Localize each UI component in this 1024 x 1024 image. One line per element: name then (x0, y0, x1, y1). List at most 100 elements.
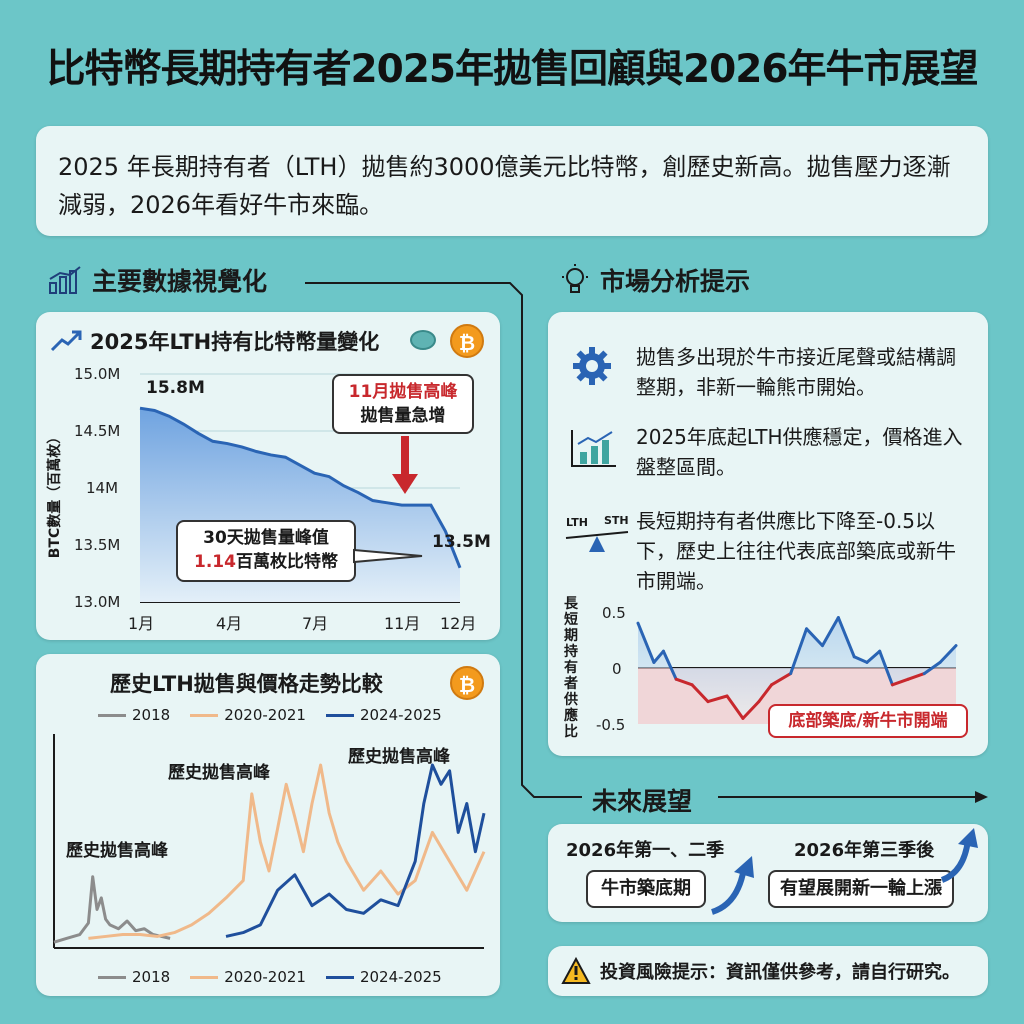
callout-30d-value: 1.14 (194, 552, 236, 572)
ratio-line-segment (906, 672, 926, 681)
ratio-line-segment (836, 616, 856, 659)
bar-chart-icon (49, 266, 81, 294)
ratio-line-segment (789, 627, 809, 676)
chart1-ytick: 13.5M (74, 536, 121, 554)
ratio-area (638, 617, 956, 719)
chart1-line (139, 406, 462, 569)
ratio-line-segment (741, 700, 761, 720)
ratio-line-segment (636, 621, 656, 664)
ratio-ytick: -0.5 (596, 716, 626, 734)
chart2-series-line-2024-2025 (225, 763, 486, 938)
legend-swatch (325, 975, 354, 979)
down-arrow-icon (392, 436, 418, 494)
legend-swatch (98, 713, 126, 717)
callout-30d-peak: 30天拋售量峰值 1.14百萬枚比特幣 (176, 520, 356, 582)
callout-30d-line1: 30天拋售量峰值 (203, 528, 329, 548)
legend-item: 2020-2021 (190, 968, 306, 986)
callout-pointer (353, 548, 423, 564)
chart1-title: 2025年LTH持有比特幣量變化 (90, 330, 380, 354)
ratio-line-segment (922, 660, 942, 676)
page-title: 比特幣長期持有者2025年拋售回顧與2026年牛市展望 (46, 47, 978, 92)
chart1-end-label: 13.5M (432, 532, 491, 552)
chart2-plot (53, 734, 486, 949)
chart1-ylabel: BTC數量（百萬枚） (47, 429, 63, 559)
legend-label: 2020-2021 (224, 968, 306, 986)
section-market-tips: 市場分析提示 (560, 262, 750, 298)
ratio-line-segment (805, 627, 824, 648)
chart1-xtick: 11月 (384, 614, 421, 633)
ratio-line-segment (938, 644, 958, 664)
legend-swatch (190, 713, 219, 717)
section-data-visual: 主要數據視覺化 (48, 262, 267, 298)
scale-icon: LTH STH (564, 514, 630, 558)
chart2-title: 歷史LTH拋售與價格走勢比較 (110, 672, 383, 696)
legend-swatch (325, 713, 354, 717)
ratio-line-segment (661, 649, 678, 681)
ratio-line-segment (820, 616, 840, 648)
ratio-ytick: 0.5 (602, 604, 626, 622)
legend-swatch (190, 975, 219, 979)
intro-summary: 2025 年長期持有者（LTH）拋售約3000億美元比特幣，創歷史新高。拋售壓力… (36, 126, 988, 236)
section-market-tips-label: 市場分析提示 (600, 267, 751, 296)
chart2-legend-bottom: 2018 2020-2021 2024-2025 (98, 968, 442, 986)
chart2-annotation-2025: 歷史拋售高峰 (348, 747, 450, 767)
legend-label: 2024-2025 (359, 968, 442, 986)
callout-nov-peak: 11月拋售高峰 拋售量急增 (332, 374, 474, 434)
ratio-line-segment (878, 649, 894, 687)
chart2-annotation-2018: 歷史拋售高峰 (66, 841, 168, 861)
chart1-ytick: 13.0M (74, 593, 121, 611)
tip-2: 2025年底起LTH供應穩定，價格進入盤整區間。 (636, 425, 963, 479)
outlook-panel: 2026年第一、二季 牛市築底期 2026年第三季後 有望展開新一輪上漲 (548, 824, 988, 922)
legend-item: 2018 (98, 706, 170, 724)
rising-arrow-icon (940, 828, 978, 883)
ratio-line-segment (890, 677, 910, 687)
ratio-line-segment (770, 672, 793, 687)
sth-label: STH (604, 514, 629, 527)
legend-label: 2020-2021 (224, 706, 306, 724)
bitcoin-icon: ₿ (450, 666, 484, 700)
legend-item: 2024-2025 (325, 706, 442, 724)
callout-nov-line1: 11月拋售高峰 (348, 382, 458, 402)
chart1-xtick: 1月 (128, 614, 155, 633)
ratio-line-segment (865, 649, 882, 664)
section-outlook-label: 未來展望 (592, 787, 693, 816)
ratio-line-segment (674, 677, 694, 687)
ratio-line-segment (852, 655, 869, 664)
lth-holdings-chart-panel: 2025年LTH持有比特幣量變化 ₿ BTC數量（百萬枚） 15.0M 14.5… (36, 312, 500, 640)
risk-notice-text: 投資風險提示：資訊僅供參考，請自行研究。 (600, 962, 960, 983)
phase1-label: 牛市築底期 (586, 870, 706, 908)
chart2-series-line-2020-2021 (88, 763, 486, 940)
legend-item: 2024-2025 (325, 968, 442, 986)
chart1-ytick: 15.0M (74, 365, 121, 383)
legend-item: 2020-2021 (190, 706, 306, 724)
legend-swatch (98, 975, 126, 979)
legend-label: 2018 (132, 706, 171, 724)
legend-item: 2018 (98, 968, 170, 986)
rising-arrow-icon (710, 856, 754, 915)
ratio-chart-ylabel: 長短期持有者供應比 (564, 596, 578, 740)
trend-up-icon (50, 330, 82, 352)
chart1-ytick: 14.5M (74, 422, 121, 440)
section-outlook: 未來展望 (592, 782, 692, 818)
ratio-line-segment (690, 683, 710, 704)
chart1-start-label: 15.8M (146, 378, 205, 398)
tip-3: 長短期持有者供應比下降至-0.5以下，歷史上往往代表底部築底或新牛市開端。 (636, 509, 956, 593)
gear-icon (573, 347, 611, 385)
chart1-ytick: 14M (86, 479, 119, 497)
coin-stack-icon (410, 330, 436, 350)
chart1-xtick: 7月 (302, 614, 329, 633)
chart2-legend-top: 2018 2020-2021 2024-2025 (98, 706, 442, 724)
ratio-line-segment (652, 649, 665, 664)
lightbulb-icon (562, 264, 588, 293)
history-comparison-chart-panel: 歷史LTH拋售與價格走勢比較 ₿ 2018 2020-2021 2024-2025 … (36, 654, 500, 996)
market-analysis-panel: 拋售多出現於牛市接近尾聲或結構調整期，非新一輪熊市開始。 2025年底起LTH供… (548, 312, 988, 756)
ratio-line-segment (706, 694, 729, 704)
ratio-line-segment (725, 694, 745, 720)
phase1-title: 2026年第一、二季 (566, 840, 725, 861)
legend-label: 2024-2025 (359, 706, 442, 724)
chart1-xtick: 4月 (216, 614, 243, 633)
chart1-xtick: 12月 (440, 614, 477, 633)
legend-label: 2018 (132, 968, 171, 986)
chart2-series-line-2018 (53, 875, 171, 944)
